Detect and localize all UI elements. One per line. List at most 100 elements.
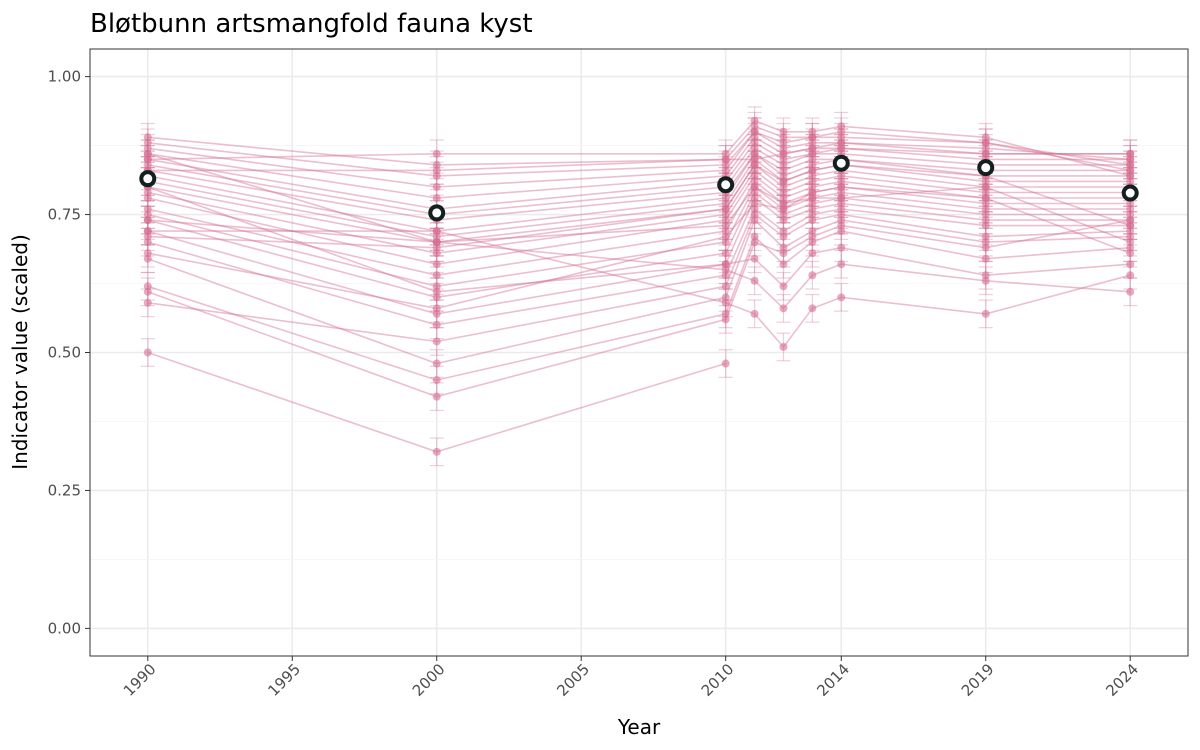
station-point: [808, 160, 817, 169]
station-point: [750, 193, 759, 202]
station-point: [837, 221, 846, 230]
station-point: [808, 171, 817, 180]
station-point: [808, 227, 817, 236]
station-point: [750, 188, 759, 197]
station-point: [750, 138, 759, 147]
station-point: [143, 133, 152, 142]
station-point: [779, 149, 788, 158]
station-point: [432, 447, 441, 456]
station-point: [721, 199, 730, 208]
station-point: [432, 359, 441, 368]
station-point: [837, 199, 846, 208]
station-point: [837, 293, 846, 302]
station-point: [808, 188, 817, 197]
station-point: [721, 210, 730, 219]
station-point: [1126, 243, 1135, 252]
station-point: [837, 205, 846, 214]
station-point: [750, 160, 759, 169]
station-point: [143, 298, 152, 307]
station-point: [808, 193, 817, 202]
station-point: [432, 232, 441, 241]
station-point: [432, 166, 441, 175]
station-point: [750, 238, 759, 247]
y-axis-title: Indicator value (scaled): [8, 234, 32, 470]
station-point: [779, 188, 788, 197]
station-point: [981, 254, 990, 263]
station-point: [981, 238, 990, 247]
station-point: [143, 155, 152, 164]
station-point: [779, 199, 788, 208]
y-tick-label: 0.25: [48, 481, 81, 499]
mean-point: [717, 176, 735, 194]
station-point: [837, 138, 846, 147]
station-point: [837, 243, 846, 252]
station-point: [750, 309, 759, 318]
station-point: [143, 210, 152, 219]
station-point: [432, 309, 441, 318]
station-point: [750, 127, 759, 136]
station-point: [1126, 232, 1135, 241]
station-point: [721, 265, 730, 274]
station-point: [1126, 177, 1135, 186]
station-point: [779, 232, 788, 241]
station-point: [432, 193, 441, 202]
station-point: [808, 155, 817, 164]
station-point: [143, 282, 152, 291]
station-point: [779, 177, 788, 186]
station-point: [981, 138, 990, 147]
station-point: [779, 155, 788, 164]
station-point: [721, 205, 730, 214]
station-point: [1126, 166, 1135, 175]
station-point: [432, 182, 441, 191]
station-point: [837, 210, 846, 219]
station-point: [779, 171, 788, 180]
station-point: [808, 205, 817, 214]
station-point: [837, 216, 846, 225]
station-point: [981, 205, 990, 214]
station-point: [837, 193, 846, 202]
station-series: [140, 106, 1138, 467]
station-point: [721, 359, 730, 368]
station-point: [779, 160, 788, 169]
station-point: [432, 271, 441, 280]
station-point: [432, 392, 441, 401]
station-point: [1126, 155, 1135, 164]
station-point: [779, 182, 788, 191]
station-point: [981, 276, 990, 285]
station-point: [1126, 199, 1135, 208]
station-point: [808, 144, 817, 153]
station-point: [1126, 210, 1135, 219]
station-point: [432, 160, 441, 169]
station-point: [143, 348, 152, 357]
station-point: [1126, 205, 1135, 214]
station-point: [779, 127, 788, 136]
chart-title: Bløtbunn artsmangfold fauna kyst: [90, 9, 533, 39]
station-point: [721, 155, 730, 164]
station-point: [750, 166, 759, 175]
station-point: [721, 260, 730, 269]
station-point: [750, 116, 759, 125]
station-point: [1126, 260, 1135, 269]
station-point: [837, 188, 846, 197]
station-point: [143, 249, 152, 258]
station-point: [750, 171, 759, 180]
station-point: [721, 216, 730, 225]
station-point: [981, 188, 990, 197]
station-point: [750, 205, 759, 214]
station-point: [981, 216, 990, 225]
station-point: [432, 149, 441, 158]
station-point: [779, 304, 788, 313]
y-tick-label: 1.00: [48, 68, 81, 86]
station-point: [750, 133, 759, 142]
station-point: [1126, 149, 1135, 158]
station-point: [432, 249, 441, 258]
station-point: [779, 227, 788, 236]
station-point: [779, 205, 788, 214]
station-point: [981, 309, 990, 318]
station-point: [779, 133, 788, 142]
station-point: [981, 232, 990, 241]
y-tick-label: 0.00: [48, 619, 81, 637]
station-point: [808, 127, 817, 136]
station-point: [808, 210, 817, 219]
